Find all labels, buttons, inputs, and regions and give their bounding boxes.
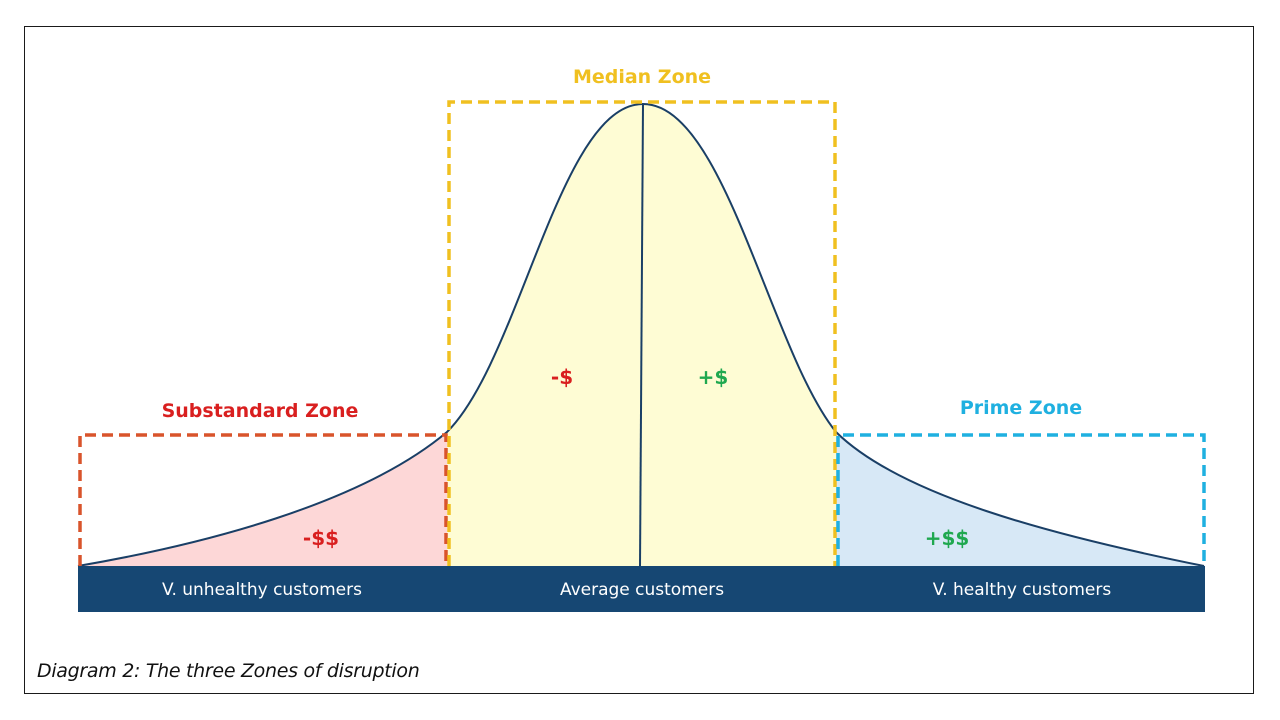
substandard-money-label: -$$ [303,526,339,550]
customer-bar [78,566,1205,612]
substandard-zone-fill [78,432,447,566]
median-line [639,103,644,567]
bar-label-healthy: V. healthy customers [933,580,1112,600]
substandard-zone-title: Substandard Zone [162,400,359,422]
median-right-money-label: +$ [698,365,729,389]
prime-zone-fill [836,432,1204,566]
median-zone-title: Median Zone [573,66,711,88]
bar-label-average: Average customers [560,580,724,600]
prime-money-label: +$$ [925,526,970,550]
prime-zone-box [836,433,1206,566]
substandard-zone-box [78,433,448,566]
median-left-money-label: -$ [551,365,573,389]
prime-zone-title: Prime Zone [960,397,1082,419]
diagram-caption: Diagram 2: The three Zones of disruption [37,660,420,682]
median-zone-box [447,100,837,566]
diagram-frame [24,26,1254,694]
bar-label-unhealthy: V. unhealthy customers [162,580,362,600]
